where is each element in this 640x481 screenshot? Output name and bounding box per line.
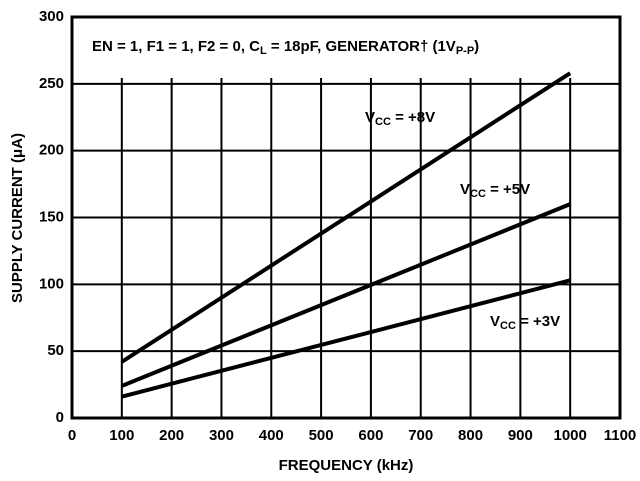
series-line <box>120 71 572 364</box>
text-part: V <box>365 109 375 126</box>
series-line <box>121 202 571 388</box>
y-tick-label: 250 <box>39 75 64 92</box>
label: VCC = +5V <box>460 181 530 200</box>
x-tick-label: 600 <box>358 427 383 444</box>
series-line <box>121 278 571 399</box>
label: VCC = +3V <box>490 313 560 332</box>
subscript: P-P <box>456 45 474 57</box>
y-tick-label: 0 <box>56 409 64 426</box>
text-part: = +3V <box>516 313 560 330</box>
subscript: L <box>260 45 267 57</box>
x-tick-label: 700 <box>408 427 433 444</box>
text-part: = 18pF, GENERATOR† (1V <box>267 38 456 55</box>
y-tick-label: 50 <box>47 342 64 359</box>
plot-frame <box>70 15 622 420</box>
x-tick-label: 400 <box>259 427 284 444</box>
label: VCC = +8V <box>365 109 435 128</box>
x-tick-label: 900 <box>508 427 533 444</box>
y-tick-label: 100 <box>39 275 64 292</box>
y-tick-label: 150 <box>39 208 64 225</box>
text-part: V <box>460 181 470 198</box>
text-part: = +8V <box>391 109 435 126</box>
y-tick-label: 300 <box>39 8 64 25</box>
subscript: CC <box>470 188 486 200</box>
x-tick-label: 0 <box>68 427 76 444</box>
y-axis-label: SUPPLY CURRENT (μA) <box>9 133 26 303</box>
label: EN = 1, F1 = 1, F2 = 0, CL = 18pF, GENER… <box>92 38 479 57</box>
y-tick-label: 200 <box>39 142 64 159</box>
x-tick-label: 800 <box>458 427 483 444</box>
x-tick-label: 1000 <box>553 427 586 444</box>
x-tick-label: 100 <box>109 427 134 444</box>
title-box <box>73 18 619 78</box>
x-tick-label: 300 <box>209 427 234 444</box>
x-tick-label: 500 <box>309 427 334 444</box>
text-part: ) <box>474 38 479 55</box>
x-tick-label: 1100 <box>604 427 637 444</box>
x-axis-label: FREQUENCY (kHz) <box>279 457 414 474</box>
x-tick-label: 200 <box>159 427 184 444</box>
subscript: CC <box>500 320 516 332</box>
text-part: = +5V <box>486 181 530 198</box>
text-part: V <box>490 313 500 330</box>
subscript: CC <box>375 116 391 128</box>
text-part: EN = 1, F1 = 1, F2 = 0, C <box>92 38 260 55</box>
